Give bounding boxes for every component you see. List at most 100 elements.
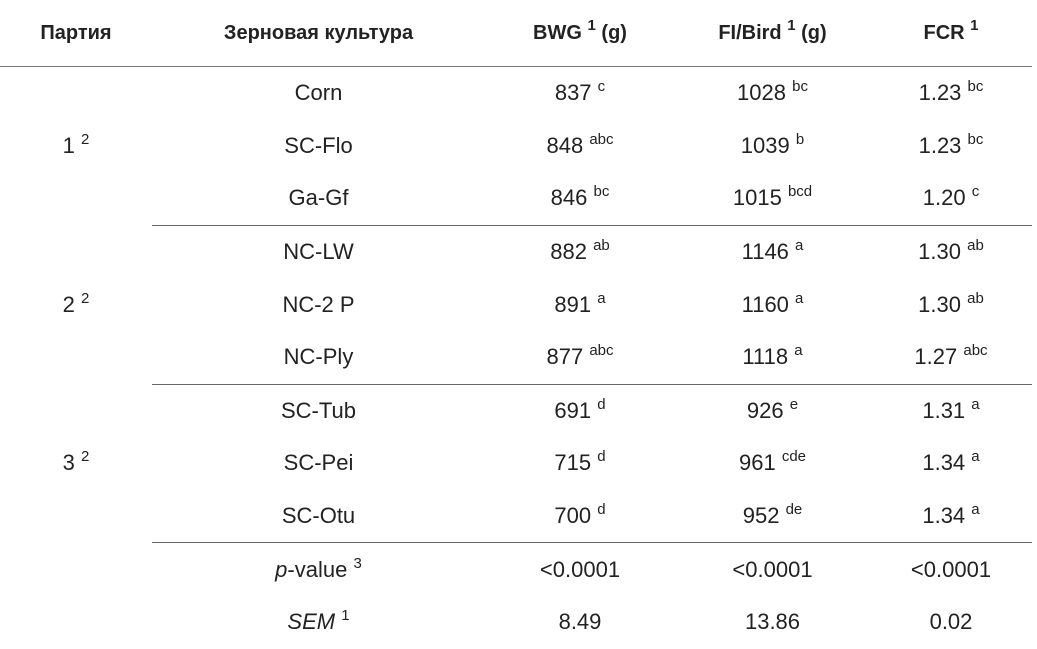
group-label: 2 [62,291,75,317]
crop-name: SC-Otu [281,503,356,529]
header-cell: Зерновая культура [152,0,485,67]
data-row: Ga-Gf 846 bc 1015 bcd 1.20 c [0,172,1032,226]
value: 1.34 [922,503,966,529]
header-cell: Партия [0,0,152,67]
significance-letter: abc [963,342,988,360]
header-text: FCR [923,21,965,44]
value: 846 [550,185,588,211]
value: 1.30 [918,291,961,317]
group-cell: 1 2 [0,67,152,226]
data-row: SC-Otu 700 d 952 de 1.34 a [0,489,1032,544]
significance-letter: de [785,501,803,519]
value: 952 [742,503,780,529]
significance-letter: a [597,289,606,307]
stat-label-italic: SEM [287,609,336,635]
significance-letter: a [971,501,980,519]
significance-letter: e [789,395,799,413]
stat-label-cell: SEM 1 [152,596,485,649]
header-text: FI/Bird [718,21,782,44]
stat-value: 13.86 [744,609,801,635]
significance-letter: b [795,130,805,148]
data-row: 3 2 SC-Tub 691 d 926 e 1.31 a [0,384,1032,476]
significance-letter: cde [781,448,807,466]
stat-label-cell: p-value 3 [152,543,485,596]
significance-letter: d [597,501,606,519]
value-cell: 1.30 ab [870,278,1032,331]
header-cell: FI/Bird 1 (g) [675,0,870,67]
value: 1.31 [922,397,966,423]
value-cell: 1039 b [675,120,870,173]
stat-label: -value [287,556,348,582]
stat-value: 8.49 [558,609,602,635]
value-cell: 837 c [485,67,675,120]
stat-value: <0.0001 [910,556,992,582]
footer-row: p-value 3 <0.0001 <0.0001 <0.0001 [0,543,1032,596]
data-row: 1 2 Corn 837 c 1028 bc 1.23 bc [0,67,1032,158]
significance-letter: abc [589,342,614,360]
value-cell: 882 ab [485,225,675,278]
value: 700 [554,503,592,529]
crop-cell: SC-Pei [152,437,485,490]
significance-letter: abc [589,130,614,148]
footnote-mark: 1 [341,607,350,625]
crop-name: SC-Pei [283,450,354,476]
stat-cell: 0.02 [870,596,1032,649]
value-cell: 1.34 a [870,489,1032,544]
crop-cell: SC-Flo [152,120,485,173]
value: 891 [554,291,592,317]
crop-cell: SC-Otu [152,489,485,544]
significance-letter: ab [967,289,984,307]
significance-letter: bc [967,130,984,148]
significance-letter: a [971,448,980,466]
value: 1015 [732,185,782,211]
empty-cell [0,543,152,596]
value-cell: 1.20 c [870,172,1032,226]
value: 848 [546,132,584,158]
data-row: SC-Pei 715 d 961 cde 1.34 a [0,437,1032,490]
value-cell: 1160 a [675,278,870,331]
value-cell: 1015 bcd [675,172,870,226]
value-cell: 715 d [485,437,675,490]
crop-cell: NC-LW [152,225,485,278]
value: 1039 [740,132,790,158]
significance-letter: bcd [787,183,813,201]
value: 691 [554,397,592,423]
stat-value: <0.0001 [732,556,813,582]
header-unit: (g) [801,21,827,44]
value: 877 [546,344,584,370]
value-cell: 1.23 bc [870,67,1032,120]
value-cell: 891 a [485,278,675,331]
value-cell: 1.23 bc [870,120,1032,173]
crop-name: Corn [294,80,343,106]
footnote-mark: 2 [81,448,90,466]
significance-letter: ab [593,237,610,255]
value: 1.30 [918,239,961,265]
value-cell: 1.31 a [870,384,1032,437]
value-cell: 1028 bc [675,67,870,120]
header-text: Зерновая культура [223,21,414,44]
value: 926 [746,397,784,423]
footnote-mark: 1 [787,16,796,34]
value: 1160 [741,291,789,317]
group-label: 3 [62,450,75,476]
header-row: Партия Зерновая культура BWG 1 (g) FI/Bird … [0,0,1032,67]
value-cell: 952 de [675,489,870,544]
footnote-mark: 2 [81,289,90,307]
stat-label-italic: p [275,556,288,582]
value-cell: 1146 a [675,225,870,278]
header-cell: BWG 1 (g) [485,0,675,67]
value: 1028 [737,80,786,106]
significance-letter: ab [967,237,984,255]
significance-letter: d [597,395,606,413]
value-cell: 1.34 a [870,437,1032,490]
value-cell: 691 d [485,384,675,437]
stat-cell: <0.0001 [870,543,1032,596]
crop-name: NC-Ply [283,344,354,370]
significance-letter: a [971,395,980,413]
stat-cell: <0.0001 [675,543,870,596]
value: 837 [554,80,592,106]
significance-letter: a [795,289,804,307]
value: 1.23 [918,80,962,106]
